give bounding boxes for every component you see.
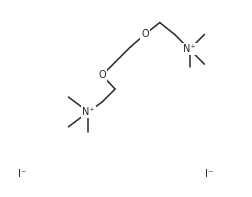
Text: I⁻: I⁻ <box>18 169 27 179</box>
Text: I⁻: I⁻ <box>205 169 214 179</box>
Text: O: O <box>141 30 149 39</box>
Text: N⁺: N⁺ <box>82 107 94 117</box>
Text: O: O <box>98 70 106 80</box>
Text: N⁺: N⁺ <box>183 44 196 54</box>
